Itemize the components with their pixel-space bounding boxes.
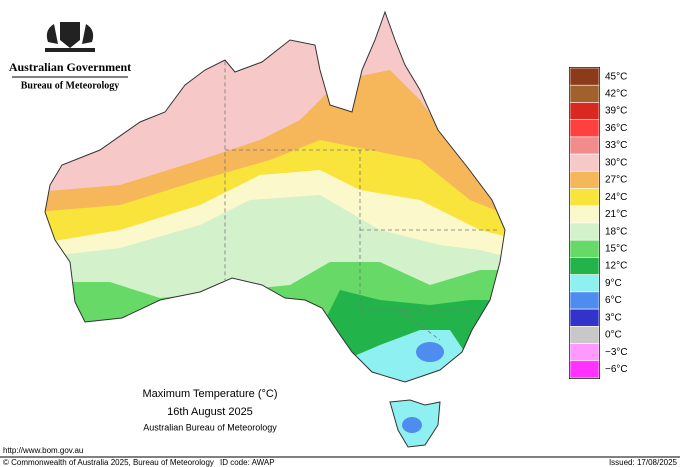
legend-label: 6°C <box>605 295 622 306</box>
legend-swatch <box>569 291 600 310</box>
footer-copyright: © Commonwealth of Australia 2025, Bureau… <box>3 458 214 467</box>
legend-label: 18°C <box>605 226 627 237</box>
legend-label: 21°C <box>605 209 627 220</box>
legend-swatch <box>569 239 600 258</box>
legend-label: 42°C <box>605 88 627 99</box>
legend-label: 24°C <box>605 192 627 203</box>
bureau-name: Bureau of Meteorology <box>21 80 120 91</box>
legend-label: 27°C <box>605 175 627 186</box>
footer-issued: Issued: 17/08/2025 <box>609 458 678 467</box>
legend-label: 33°C <box>605 140 627 151</box>
legend-label: 0°C <box>605 330 622 341</box>
legend-swatch <box>569 188 600 207</box>
caption-source: Australian Bureau of Meteorology <box>143 422 277 432</box>
legend-swatch <box>569 153 600 172</box>
legend: 45°C 42°C 39°C 36°C 33°C 30°C 27°C 24°C 21°C 18°C… <box>569 67 628 379</box>
legend-label: 39°C <box>605 106 627 117</box>
legend-swatch <box>569 136 600 155</box>
government-name: Australian Government <box>9 60 131 74</box>
legend-swatch <box>569 274 600 293</box>
legend-swatch <box>569 222 600 241</box>
legend-swatch <box>569 343 600 362</box>
caption-date: 16th August 2025 <box>167 406 253 418</box>
legend-swatch <box>569 360 600 379</box>
legend-label: 36°C <box>605 123 627 134</box>
legend-swatch <box>569 84 600 103</box>
caption-title: Maximum Temperature (°C) <box>142 388 277 400</box>
legend-swatch <box>569 171 600 189</box>
legend-label: 3°C <box>605 312 622 323</box>
legend-label: 12°C <box>605 261 627 272</box>
legend-frame <box>569 67 600 379</box>
legend-label: −3°C <box>605 347 628 358</box>
coat-of-arms <box>45 22 95 52</box>
legend-swatch <box>569 119 600 138</box>
legend-label: −6°C <box>605 364 628 375</box>
legend-swatch <box>569 326 600 344</box>
legend-label: 45°C <box>605 71 627 82</box>
footer-id: ID code: AWAP <box>220 458 275 467</box>
legend-label: 15°C <box>605 243 627 254</box>
legend-label: 30°C <box>605 157 627 168</box>
coastline <box>44 10 506 383</box>
legend-swatch <box>569 257 600 275</box>
legend-swatch <box>569 102 600 120</box>
legend-swatch <box>569 308 600 327</box>
legend-label: 9°C <box>605 278 622 289</box>
legend-swatch <box>569 67 600 86</box>
legend-swatch <box>569 205 600 224</box>
footer-url: http://www.bom.gov.au <box>3 446 83 455</box>
tasmania-coast <box>389 399 441 448</box>
